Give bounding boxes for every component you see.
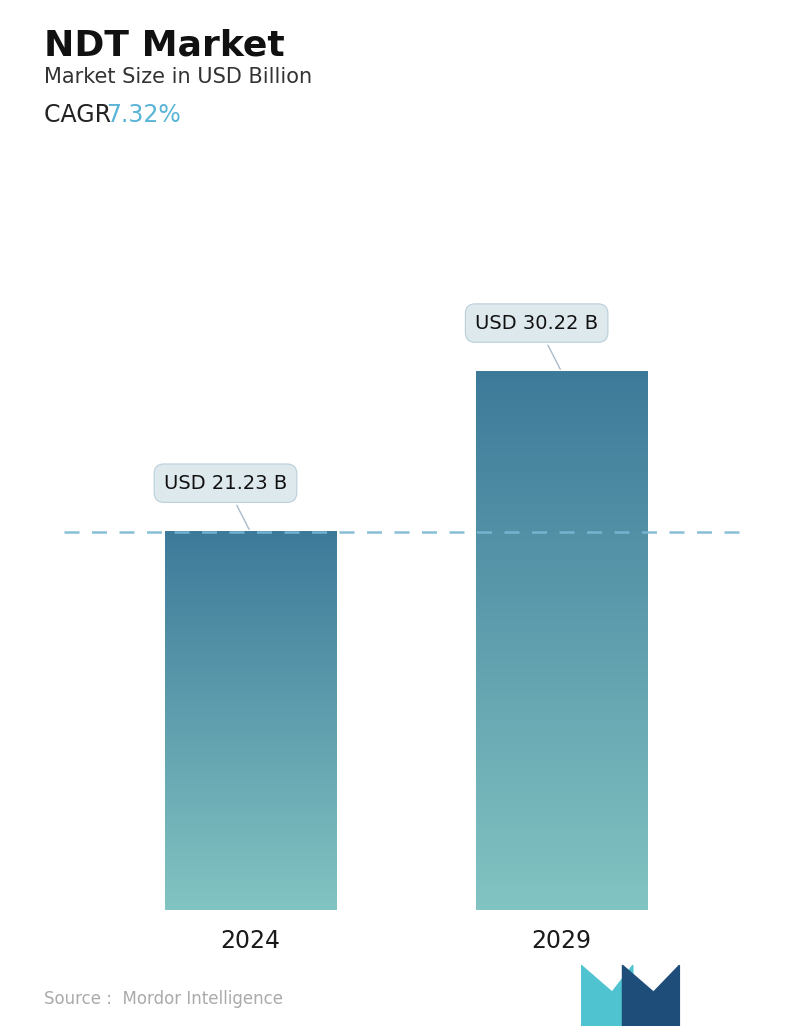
Polygon shape [622, 966, 679, 1026]
Text: USD 21.23 B: USD 21.23 B [164, 474, 287, 529]
Text: NDT Market: NDT Market [44, 29, 284, 63]
Text: Source :  Mordor Intelligence: Source : Mordor Intelligence [44, 991, 283, 1008]
Text: Market Size in USD Billion: Market Size in USD Billion [44, 67, 312, 87]
Text: 7.32%: 7.32% [106, 103, 181, 127]
Polygon shape [581, 966, 633, 1026]
Text: CAGR: CAGR [44, 103, 119, 127]
Text: USD 30.22 B: USD 30.22 B [475, 313, 599, 369]
